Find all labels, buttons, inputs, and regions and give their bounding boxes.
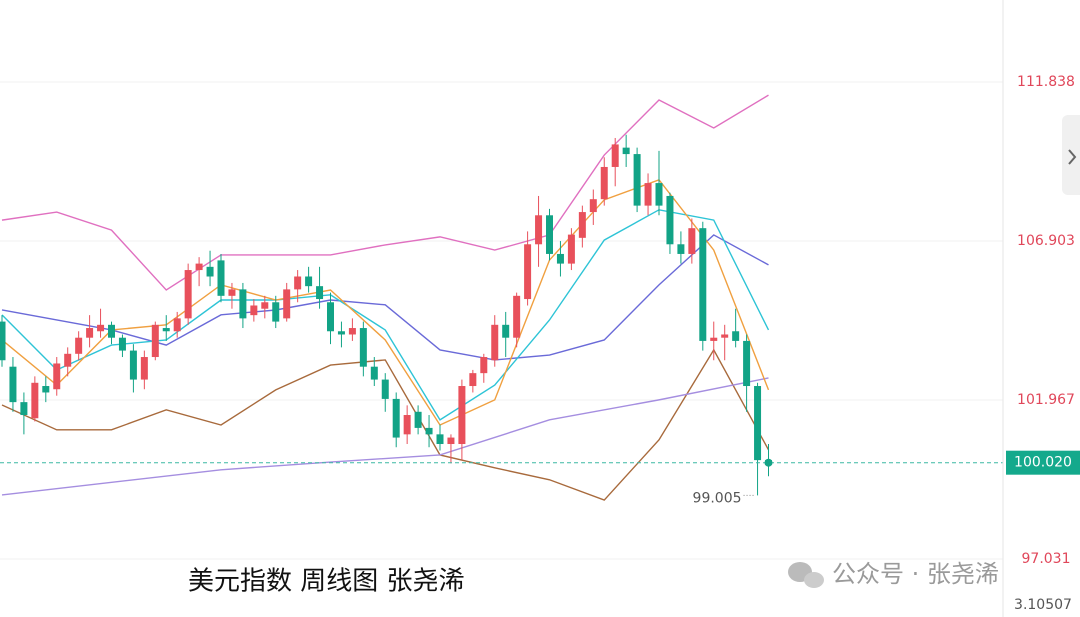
candle-body [699, 228, 707, 341]
candle-body [556, 253, 564, 264]
candle-body [502, 324, 510, 338]
candle-body [666, 195, 674, 245]
candle-body [173, 318, 181, 332]
candle-body [64, 353, 72, 367]
candle-body [436, 434, 444, 445]
y-tick-label: 101.967 [1017, 392, 1075, 408]
candle-body [458, 386, 466, 445]
last-price-box [1006, 450, 1080, 475]
indicator-line [1, 179, 770, 426]
candle-body [283, 289, 291, 319]
corner-text: 3.10507 [1014, 597, 1072, 613]
candle-body [228, 289, 236, 296]
candle-body [9, 366, 17, 403]
candle-body [480, 357, 488, 374]
candle-body [195, 263, 203, 271]
candle-body [567, 234, 575, 264]
candle-body [239, 289, 247, 319]
watermark: 公众号 · 张尧浠 [788, 560, 999, 588]
candle-body [97, 324, 105, 332]
candle-body [151, 324, 159, 358]
candle-body [348, 328, 356, 335]
candle-body [162, 328, 170, 332]
candle-body [732, 331, 740, 341]
candle-body [31, 382, 39, 419]
candle-body [53, 363, 61, 390]
candle-body [524, 244, 532, 300]
candle-body [370, 366, 378, 380]
last-price-dot [764, 458, 773, 467]
candle-body [754, 386, 762, 461]
candle-body [710, 337, 718, 341]
candle-body [337, 331, 345, 335]
candle-body [294, 276, 302, 290]
indicator-line [1, 377, 769, 496]
y-tick-label: 106.903 [1017, 233, 1075, 249]
candle-body [206, 266, 214, 277]
candle-body [655, 183, 663, 206]
candle-body [611, 144, 619, 167]
candle-body [261, 302, 269, 309]
candle-body [272, 302, 280, 322]
y-tick-label: 97.031 [1022, 551, 1071, 567]
candle-body [633, 154, 641, 206]
candle-body [688, 228, 696, 254]
candle-body [600, 166, 608, 200]
wechat-icon [804, 572, 824, 588]
indicator-line [1, 234, 769, 361]
candle-body [75, 337, 83, 354]
candle-body [622, 147, 630, 155]
candle-body [721, 334, 729, 338]
y-tick-label: 111.838 [1017, 74, 1075, 90]
indicator-line [1, 209, 770, 421]
candle-body [118, 337, 126, 351]
side-toggle[interactable] [1062, 115, 1080, 195]
indicator-line [1, 348, 770, 501]
caption: 美元指数 周线图 张尧浠 [188, 567, 465, 597]
candle-body [250, 305, 258, 316]
candle-body [535, 215, 543, 245]
candle-body [327, 302, 334, 332]
candle-body [359, 328, 367, 367]
candle-body [644, 183, 652, 206]
candle-body [677, 244, 685, 254]
candle-body [578, 212, 586, 238]
candle-body [184, 270, 192, 319]
candle-body [42, 386, 50, 393]
plot: 99.005 [0, 81, 1003, 560]
last-price-label: 100.020 [1014, 455, 1072, 471]
candle-body [447, 437, 455, 445]
candle-body [425, 427, 433, 435]
candle-body [513, 295, 521, 338]
candle-body [546, 215, 553, 254]
candle-body [305, 276, 313, 287]
candle-body [316, 286, 324, 300]
candle-body [414, 411, 422, 428]
toggle-bg[interactable] [1062, 115, 1080, 195]
candle-body [20, 402, 28, 416]
candle-body [86, 328, 94, 338]
watermark-text: 公众号 · 张尧浠 [832, 560, 999, 588]
candle-body [392, 398, 400, 438]
candle-body [381, 379, 389, 399]
candle-body [491, 324, 499, 361]
candle-body [217, 260, 225, 296]
toggle-arrow[interactable] [1068, 149, 1077, 165]
candle-body [108, 324, 115, 338]
candle-body [469, 373, 477, 387]
candle-body [403, 415, 411, 435]
candle-body [140, 357, 148, 380]
candle-body [743, 340, 751, 387]
indicator-line [1, 94, 769, 291]
candle-body [589, 199, 597, 213]
candle-body [129, 350, 137, 380]
candle-body [0, 321, 6, 361]
min-label: 99.005 [693, 490, 742, 506]
